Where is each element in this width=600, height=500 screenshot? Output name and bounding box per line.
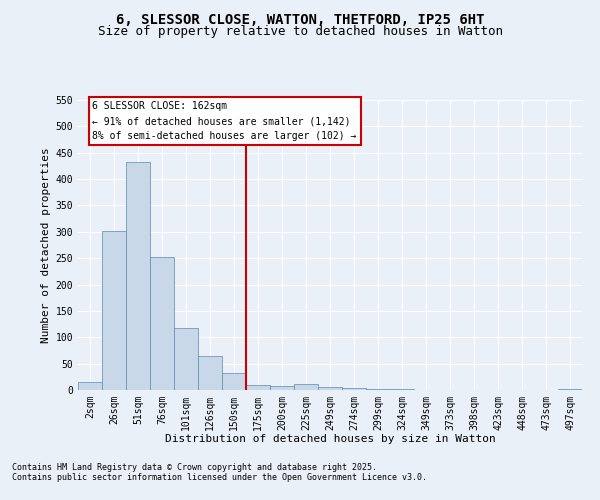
Text: Contains HM Land Registry data © Crown copyright and database right 2025.: Contains HM Land Registry data © Crown c…: [12, 464, 377, 472]
Bar: [318, 387, 342, 390]
Text: 6, SLESSOR CLOSE, WATTON, THETFORD, IP25 6HT: 6, SLESSOR CLOSE, WATTON, THETFORD, IP25…: [116, 12, 484, 26]
Bar: [222, 373, 246, 390]
Bar: [174, 328, 198, 390]
Bar: [246, 384, 270, 390]
Text: 6 SLESSOR CLOSE: 162sqm
← 91% of detached houses are smaller (1,142)
8% of semi-: 6 SLESSOR CLOSE: 162sqm ← 91% of detache…: [92, 102, 357, 141]
Bar: [366, 389, 390, 390]
Bar: [150, 256, 174, 390]
Bar: [294, 384, 318, 390]
Text: Contains public sector information licensed under the Open Government Licence v3: Contains public sector information licen…: [12, 474, 427, 482]
Bar: [342, 388, 366, 390]
Bar: [270, 386, 294, 390]
Bar: [198, 356, 222, 390]
Bar: [102, 231, 126, 390]
Bar: [126, 162, 150, 390]
Bar: [78, 382, 102, 390]
X-axis label: Distribution of detached houses by size in Watton: Distribution of detached houses by size …: [164, 434, 496, 444]
Bar: [558, 389, 582, 390]
Text: Size of property relative to detached houses in Watton: Size of property relative to detached ho…: [97, 25, 503, 38]
Y-axis label: Number of detached properties: Number of detached properties: [41, 147, 52, 343]
